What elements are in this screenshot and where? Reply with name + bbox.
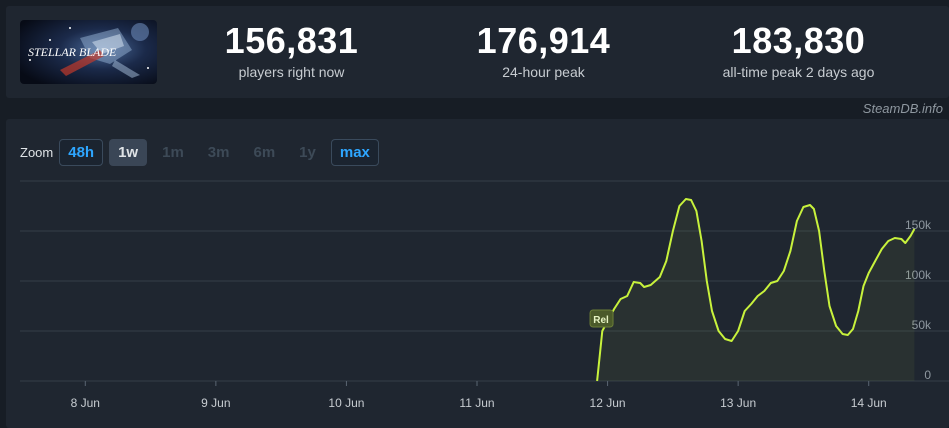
x-tick-label: 14 Jun (851, 396, 887, 410)
zoom-label: Zoom (20, 145, 54, 160)
zoom-1w-button[interactable]: 1w (109, 139, 148, 166)
peak-24h-value: 176,914 (476, 20, 611, 61)
zoom-3m-button: 3m (207, 144, 230, 161)
zoom-6m-button: 6m (253, 144, 276, 161)
peak-24h-label: 24-hour peak (502, 64, 585, 80)
y-tick-label: 100k (905, 268, 932, 282)
zoom-48h-button[interactable]: 48h (59, 139, 104, 166)
game-logo-text: STELLAR BLADE (28, 45, 117, 59)
x-tick-label: 11 Jun (459, 396, 494, 410)
release-annotation-label: Rel (593, 315, 609, 326)
current-players-stat: 156,831 players right now (204, 20, 379, 81)
peak-24h-stat: 176,914 24-hour peak (456, 20, 631, 81)
all-time-peak-stat: 183,830 all-time peak 2 days ago (696, 20, 901, 81)
y-tick-label: 150k (905, 218, 932, 232)
release-annotation-flag (589, 309, 614, 328)
current-players-label: players right now (238, 64, 345, 80)
y-tick-label: 0 (924, 368, 931, 382)
steamdb-credit[interactable]: SteamDB.info (862, 101, 943, 116)
chart-panel: 0 50k 100k 150k 8 Jun 9 Jun 10 Jun 11 Jun 12 Jun… (6, 119, 949, 428)
all-time-peak-value: 183,830 (731, 20, 866, 61)
stats-panel: STELLAR BLADE 156,831 players right now … (6, 6, 949, 98)
zoom-max-button[interactable]: max (330, 139, 379, 166)
zoom-controls: Zoom 48h 1w 1m 3m 6m 1y max (20, 139, 385, 166)
zoom-1m-button: 1m (162, 144, 184, 161)
y-tick-label: 50k (912, 318, 932, 332)
player-count-chart[interactable]: 0 50k 100k 150k 8 Jun 9 Jun 10 Jun 11 Jun 12 Jun… (6, 119, 949, 428)
x-tick-label: 12 Jun (590, 396, 626, 410)
game-thumbnail[interactable]: STELLAR BLADE (20, 20, 157, 84)
zoom-1y-button: 1y (299, 144, 316, 161)
series-line (596, 198, 916, 382)
x-tick-label: 9 Jun (201, 396, 230, 410)
x-tick-label: 10 Jun (328, 396, 364, 410)
all-time-peak-label: all-time peak 2 days ago (722, 64, 875, 80)
x-tick-label: 13 Jun (720, 396, 756, 410)
series-area-fill (597, 199, 915, 381)
x-tick-label: 8 Jun (71, 396, 100, 410)
current-players-value: 156,831 (224, 20, 359, 61)
game-artwork-image: STELLAR BLADE (20, 20, 157, 84)
